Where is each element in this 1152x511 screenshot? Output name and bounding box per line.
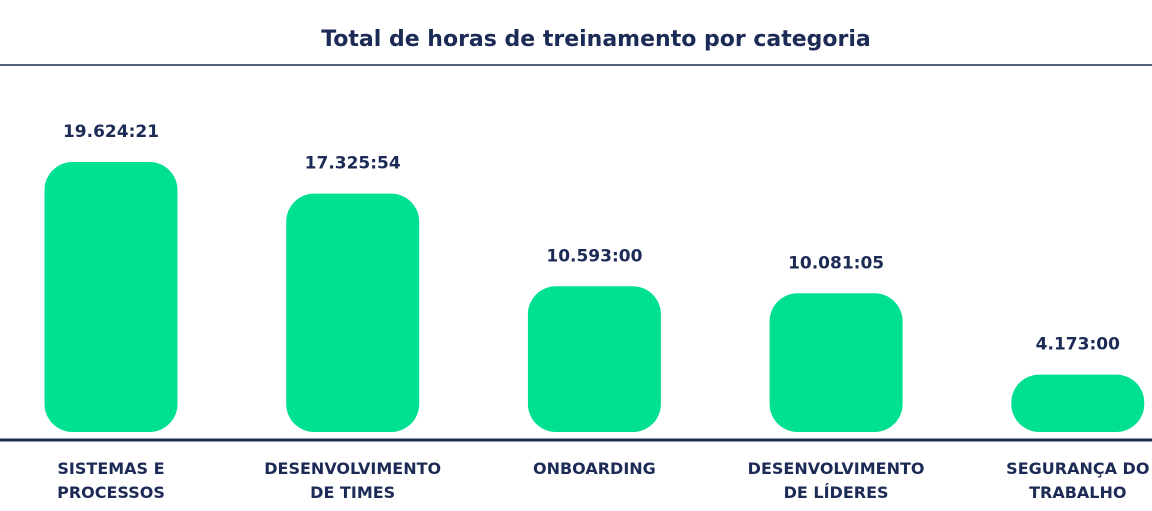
value-label: 17.325:54 xyxy=(305,154,401,174)
value-label: 4.173:00 xyxy=(1036,335,1120,355)
bar xyxy=(769,293,903,432)
x-tick-label-line: DESENVOLVIMENTO xyxy=(264,459,441,478)
x-tick-label-line: SEGURANÇA DO xyxy=(1006,459,1149,478)
x-tick-label-line: PROCESSOS xyxy=(57,483,165,502)
x-tick-label-line: TRABALHO xyxy=(1029,483,1126,502)
value-label: 19.624:21 xyxy=(63,122,159,142)
x-tick-label: SEGURANÇA DO TRABALHO xyxy=(1006,459,1149,502)
x-tick-label-line: ONBOARDING xyxy=(533,459,656,478)
x-tick-label: SISTEMAS E PROCESSOS xyxy=(57,459,165,502)
x-tick-label-line: DESENVOLVIMENTO xyxy=(748,459,925,478)
x-tick-label: ONBOARDING xyxy=(533,459,656,478)
value-label: 10.593:00 xyxy=(546,246,642,266)
bar xyxy=(527,286,661,432)
x-tick-label-line: DE LÍDERES xyxy=(784,483,889,502)
bar xyxy=(44,162,178,432)
chart-title: Total de horas de treinamento por catego… xyxy=(321,27,871,52)
x-tick-label: DESENVOLVIMENTO DE TIMES xyxy=(264,459,441,502)
x-tick-label: DESENVOLVIMENTO DE LÍDERES xyxy=(748,459,925,502)
bar xyxy=(1011,374,1145,432)
value-label: 10.081:05 xyxy=(788,253,884,273)
bar xyxy=(286,193,420,432)
x-tick-label-line: DE TIMES xyxy=(310,483,395,502)
x-tick-label-line: SISTEMAS E xyxy=(57,459,164,478)
